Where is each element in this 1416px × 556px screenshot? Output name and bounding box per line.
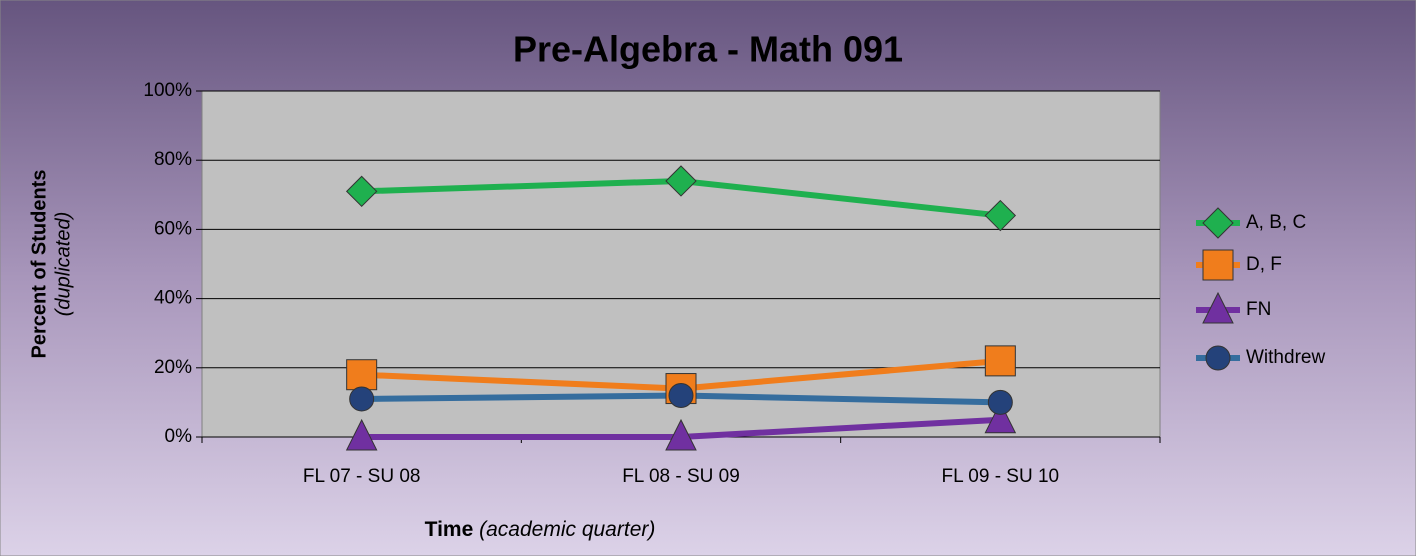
- x-tick-label: FL 08 - SU 09: [622, 466, 740, 487]
- data-point: [665, 418, 697, 451]
- data-point: [345, 418, 378, 451]
- data-point: [346, 359, 378, 391]
- legend-marker: [1202, 249, 1234, 281]
- legend-label: A, B, C: [1246, 212, 1306, 233]
- legend-marker: [1202, 291, 1234, 324]
- x-axis-label: Time (academic quarter): [425, 518, 656, 541]
- legend-label: Withdrew: [1246, 347, 1325, 368]
- data-point: [984, 401, 1017, 434]
- chart-title: Pre-Algebra - Math 091: [513, 29, 903, 70]
- x-tick-label: FL 09 - SU 10: [942, 466, 1060, 487]
- legend-marker: [1202, 207, 1234, 239]
- data-point: [987, 389, 1013, 415]
- y-tick-label: 0%: [165, 426, 193, 447]
- legend-marker: [1205, 345, 1231, 371]
- legend-label: D, F: [1246, 254, 1282, 275]
- y-tick-label: 20%: [154, 357, 192, 378]
- data-point: [984, 345, 1016, 377]
- data-point: [349, 386, 375, 412]
- y-axis-sublabel: (duplicated): [52, 212, 74, 317]
- y-axis-label: Percent of Students: [28, 170, 50, 359]
- y-tick-label: 40%: [154, 288, 192, 309]
- data-point: [665, 165, 697, 197]
- data-point: [984, 199, 1017, 232]
- data-point: [345, 175, 378, 208]
- x-axis-subtitle: (academic quarter): [479, 518, 655, 541]
- y-tick-label: 60%: [154, 218, 192, 239]
- y-tick-label: 80%: [154, 149, 192, 170]
- y-tick-label: 100%: [143, 80, 192, 101]
- x-axis-title: Time: [425, 518, 474, 541]
- data-point: [668, 382, 694, 408]
- x-tick-label: FL 07 - SU 08: [303, 466, 421, 487]
- legend-label: FN: [1246, 299, 1271, 320]
